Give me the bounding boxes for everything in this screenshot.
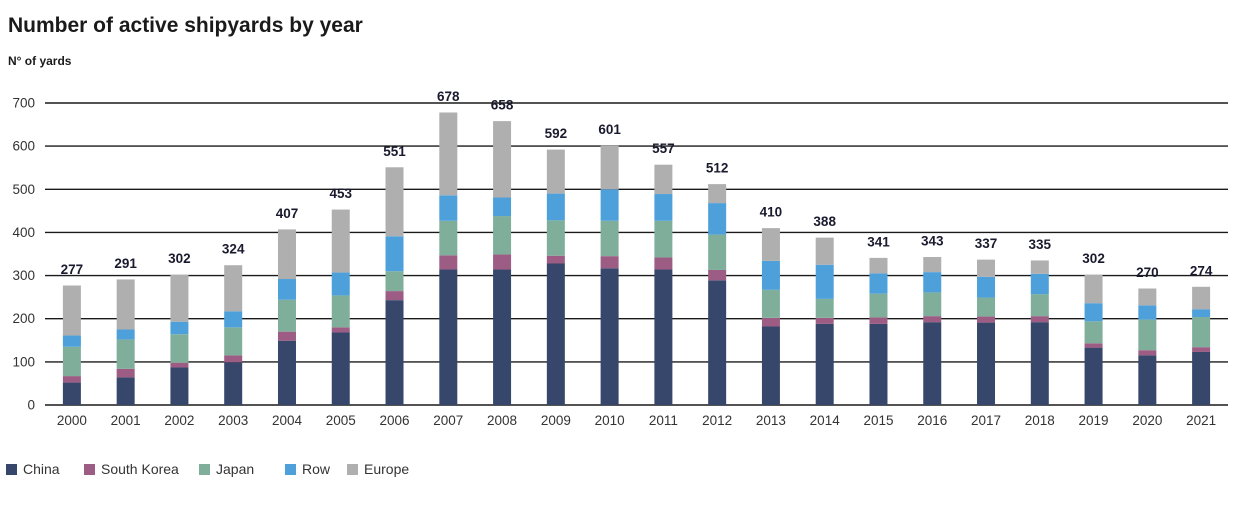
- svg-text:2010: 2010: [595, 413, 625, 428]
- svg-text:2018: 2018: [1025, 413, 1055, 428]
- svg-text:600: 600: [12, 139, 35, 154]
- svg-text:2008: 2008: [487, 413, 517, 428]
- svg-text:2009: 2009: [541, 413, 571, 428]
- svg-text:551: 551: [383, 144, 406, 159]
- svg-text:277: 277: [61, 262, 84, 277]
- svg-text:410: 410: [760, 205, 783, 220]
- svg-text:291: 291: [114, 256, 137, 271]
- svg-text:2006: 2006: [379, 413, 409, 428]
- svg-text:343: 343: [921, 234, 944, 249]
- svg-text:2005: 2005: [326, 413, 356, 428]
- svg-text:400: 400: [12, 225, 35, 240]
- svg-text:274: 274: [1190, 263, 1213, 278]
- svg-text:302: 302: [1082, 251, 1105, 266]
- svg-text:700: 700: [12, 96, 35, 111]
- svg-text:302: 302: [168, 251, 191, 266]
- svg-text:658: 658: [491, 98, 514, 113]
- svg-text:2019: 2019: [1079, 413, 1109, 428]
- svg-text:324: 324: [222, 242, 245, 257]
- svg-text:388: 388: [813, 214, 836, 229]
- svg-text:2000: 2000: [57, 413, 87, 428]
- svg-text:0: 0: [27, 398, 35, 413]
- svg-text:512: 512: [706, 161, 729, 176]
- svg-text:2004: 2004: [272, 413, 303, 428]
- svg-text:2021: 2021: [1186, 413, 1216, 428]
- svg-text:500: 500: [12, 182, 35, 197]
- svg-text:678: 678: [437, 89, 460, 104]
- svg-text:601: 601: [598, 122, 621, 137]
- svg-text:2003: 2003: [218, 413, 248, 428]
- svg-text:2016: 2016: [917, 413, 947, 428]
- svg-text:270: 270: [1136, 265, 1159, 280]
- svg-text:2012: 2012: [702, 413, 732, 428]
- svg-text:341: 341: [867, 234, 890, 249]
- svg-text:2014: 2014: [810, 413, 841, 428]
- svg-text:2017: 2017: [971, 413, 1001, 428]
- svg-text:2007: 2007: [433, 413, 463, 428]
- svg-text:100: 100: [12, 354, 35, 369]
- svg-text:2015: 2015: [863, 413, 893, 428]
- svg-text:335: 335: [1029, 237, 1052, 252]
- svg-text:300: 300: [12, 268, 35, 283]
- svg-text:2002: 2002: [164, 413, 194, 428]
- svg-text:337: 337: [975, 236, 998, 251]
- svg-text:557: 557: [652, 141, 675, 156]
- svg-text:2011: 2011: [649, 413, 678, 428]
- svg-text:453: 453: [329, 186, 352, 201]
- svg-text:2020: 2020: [1132, 413, 1162, 428]
- svg-text:2001: 2001: [111, 413, 141, 428]
- svg-text:2013: 2013: [756, 413, 786, 428]
- svg-text:407: 407: [276, 206, 299, 221]
- svg-text:200: 200: [12, 311, 35, 326]
- svg-text:592: 592: [545, 126, 568, 141]
